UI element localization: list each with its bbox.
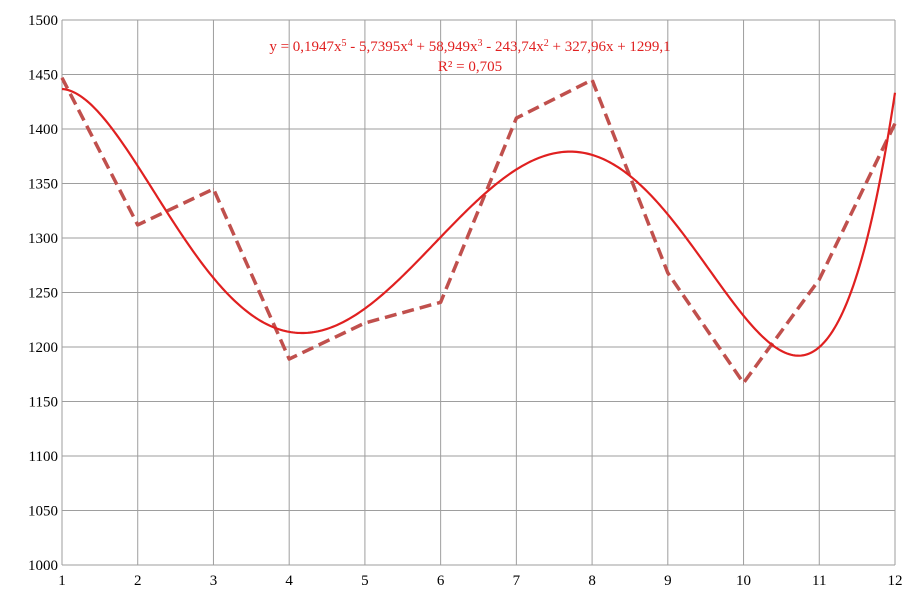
y-tick-label: 1000 [28,558,58,574]
x-tick-label: 11 [812,573,826,589]
series-line [60,76,897,385]
x-tick-label: 9 [664,573,672,589]
series-point [288,358,290,360]
series-point [667,272,669,274]
trendline-r-squared: R² = 0,705 [438,59,502,75]
x-tick-label: 7 [513,573,521,589]
series-point [212,188,214,190]
series-point [440,301,442,303]
series-point [364,322,366,324]
grid [61,19,896,566]
x-tick-label: 6 [437,573,445,589]
x-tick-label: 2 [134,573,142,589]
trendline-layer [61,87,897,357]
x-tick-label: 1 [58,573,66,589]
x-tick-label: 10 [736,573,751,589]
series-point [515,117,517,119]
y-tick-label: 1100 [29,449,58,465]
trendline-curve [61,87,897,357]
y-tick-label: 1050 [28,504,58,520]
y-tick-label: 1250 [28,286,58,302]
series-point [591,79,593,81]
x-tick-label: 4 [285,573,293,589]
y-tick-label: 1300 [28,231,58,247]
series-point [743,382,745,384]
series-point [818,278,820,280]
x-tick-label: 12 [888,573,903,589]
x-axis-ticks: 1 2 3 4 5 6 7 8 9 10 11 12 [58,573,902,589]
y-tick-label: 1400 [28,122,58,138]
y-tick-label: 1350 [28,177,58,193]
y-axis-ticks: 1000 1050 1100 1150 1200 1250 1300 1350 1400 1450… [28,13,58,574]
trendline-equation: y = 0,1947x5 - 5,7395x4 + 58,949x3 - 243… [269,38,670,56]
series-point [894,123,896,125]
series-point [61,77,63,79]
y-tick-label: 1450 [28,68,58,84]
data-series [60,76,897,385]
x-tick-label: 5 [361,573,369,589]
x-tick-label: 8 [588,573,596,589]
y-tick-label: 1500 [28,13,58,29]
series-point [137,224,139,226]
y-tick-label: 1200 [28,340,58,356]
y-tick-label: 1150 [29,395,58,411]
x-tick-label: 3 [210,573,218,589]
